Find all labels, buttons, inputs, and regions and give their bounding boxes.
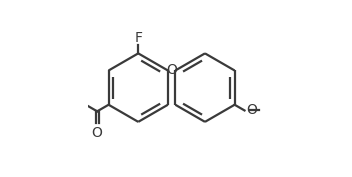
Text: O: O: [246, 103, 257, 118]
Text: O: O: [166, 64, 177, 78]
Text: O: O: [92, 126, 103, 140]
Text: F: F: [134, 31, 142, 45]
